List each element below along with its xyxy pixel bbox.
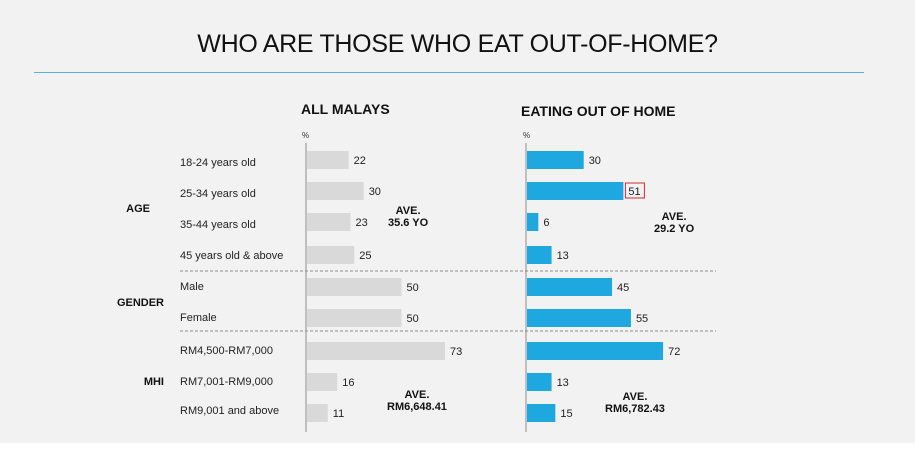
value-label-eating-out-9: 15 — [560, 408, 572, 420]
bar-eating-out-3 — [527, 213, 539, 231]
value-label-all-malays-5: 50 — [407, 282, 419, 294]
panel-title-all-malays: ALL MALAYS — [301, 101, 390, 117]
page-title: WHO ARE THOSE WHO EAT OUT-OF-HOME? — [197, 30, 718, 58]
annotation-line: RM6,782.43 — [605, 403, 665, 415]
row-label-35-44: 35-44 years old — [180, 219, 256, 231]
bar-eating-out-5 — [527, 278, 613, 296]
title-divider — [34, 72, 864, 73]
annotation-line: AVE. — [395, 205, 421, 217]
slide-background — [0, 0, 915, 443]
annotation-line: AVE. — [622, 391, 648, 403]
row-label-female: Female — [180, 312, 217, 324]
bar-all-malays-1 — [307, 151, 349, 169]
bar-all-malays-9 — [307, 404, 328, 422]
bar-all-malays-7 — [307, 342, 445, 360]
value-label-all-malays-9: 11 — [333, 408, 344, 420]
row-label-male: Male — [180, 281, 204, 293]
value-label-all-malays-7: 73 — [450, 346, 462, 358]
value-label-all-malays-4: 25 — [359, 250, 371, 262]
annotation-line: 35.6 YO — [388, 217, 429, 229]
annotation-eating-out-age: AVE. 29.2 YO — [654, 211, 694, 235]
row-label-mhi-7001-9000: RM7,001-RM9,000 — [180, 376, 273, 388]
value-label-eating-out-3: 6 — [543, 217, 549, 229]
value-label-all-malays-2: 30 — [369, 186, 381, 198]
highlight-box — [624, 182, 645, 199]
bar-all-malays-3 — [307, 213, 351, 231]
value-label-all-malays-6: 50 — [407, 313, 419, 325]
value-label-eating-out-7: 72 — [668, 346, 680, 358]
row-label-mhi-9001-above: RM9,001 and above — [180, 405, 280, 417]
value-label-eating-out-8: 13 — [557, 377, 569, 389]
annotation-line: 29.2 YO — [654, 223, 695, 235]
bar-eating-out-1 — [527, 151, 584, 169]
unit-label-eating-out: % — [523, 131, 531, 140]
bar-all-malays-6 — [307, 309, 402, 327]
bar-all-malays-5 — [307, 278, 402, 296]
group-label-gender: GENDER — [116, 297, 164, 309]
unit-label-all-malays: % — [302, 131, 310, 140]
row-label-mhi-4500-7000: RM4,500-RM7,000 — [180, 345, 273, 357]
value-label-eating-out-2: 51 — [628, 186, 640, 198]
annotation-line: AVE. — [661, 211, 687, 223]
value-label-eating-out-6: 55 — [636, 313, 648, 325]
bar-all-malays-2 — [307, 182, 364, 200]
group-label-mhi: MHI — [143, 376, 164, 388]
value-label-all-malays-1: 22 — [354, 155, 366, 167]
row-label-18-24: 18-24 years old — [180, 157, 256, 169]
annotation-line: RM6,648.41 — [387, 401, 447, 413]
value-label-eating-out-4: 13 — [557, 250, 569, 262]
bar-eating-out-8 — [527, 373, 552, 391]
panel-title-eating-out: EATING OUT OF HOME — [521, 103, 676, 119]
annotation-eating-out-mhi: AVE. RM6,782.43 — [605, 391, 665, 415]
group-label-age: AGE — [126, 203, 150, 215]
value-label-eating-out-5: 45 — [617, 282, 629, 294]
row-label-45-above: 45 years old & above — [180, 250, 284, 262]
value-label-eating-out-1: 30 — [589, 155, 601, 167]
annotation-all-malays-age: AVE. 35.6 YO — [388, 205, 428, 229]
annotation-line: AVE. — [404, 389, 430, 401]
value-label-all-malays-3: 23 — [355, 217, 367, 229]
bar-eating-out-4 — [527, 246, 552, 264]
bar-eating-out-2 — [527, 182, 624, 200]
value-label-all-malays-8: 16 — [342, 377, 354, 389]
bar-eating-out-9 — [527, 404, 556, 422]
bar-all-malays-8 — [307, 373, 338, 391]
row-label-25-34: 25-34 years old — [180, 188, 256, 200]
annotation-all-malays-mhi: AVE. RM6,648.41 — [387, 389, 447, 413]
bar-eating-out-6 — [527, 309, 631, 327]
bar-all-malays-4 — [307, 246, 355, 264]
bar-eating-out-7 — [527, 342, 664, 360]
